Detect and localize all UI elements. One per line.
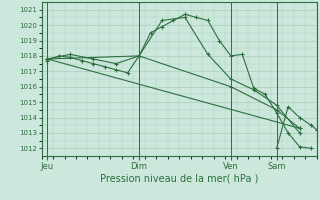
X-axis label: Pression niveau de la mer( hPa ): Pression niveau de la mer( hPa ) [100,173,258,183]
